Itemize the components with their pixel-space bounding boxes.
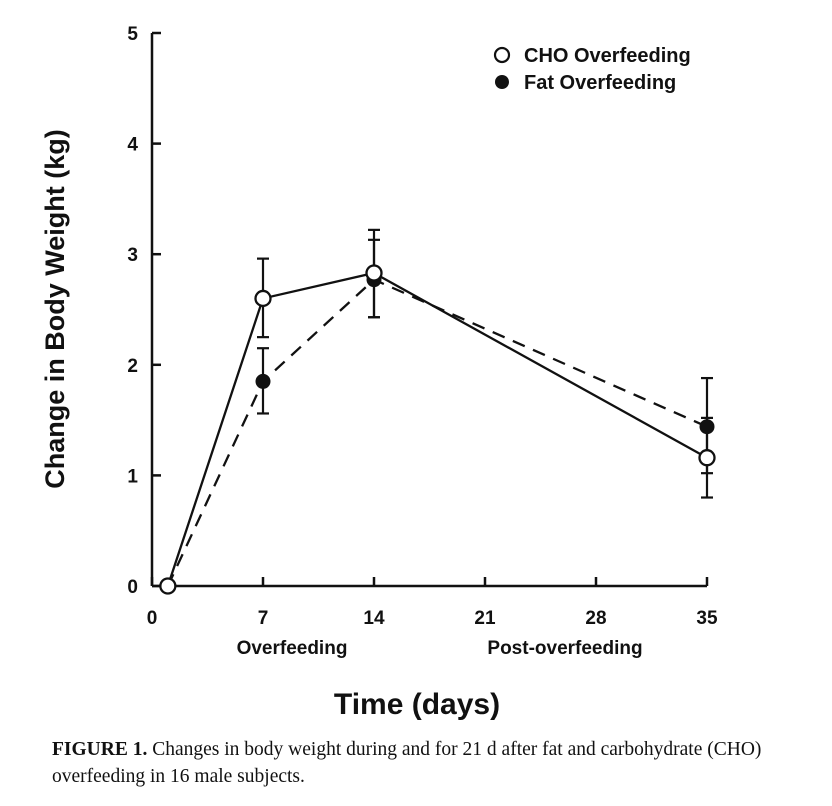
x-tick-label: 35 <box>696 608 718 629</box>
point-fat-overfeeding <box>255 373 271 389</box>
x-axis-title: Time (days) <box>334 688 500 721</box>
series-line-cho-overfeeding <box>166 271 708 587</box>
phase-label-post-overfeeding: Post-overfeeding <box>487 638 642 659</box>
figure-caption: FIGURE 1. Changes in body weight during … <box>52 736 792 790</box>
ticks: 0 1 2 3 4 5 0 7 14 21 28 35 <box>127 24 718 629</box>
point-cho-overfeeding <box>254 289 272 308</box>
caption-text: Changes in body weight during and for 21… <box>52 739 762 787</box>
point-cho-overfeeding <box>698 449 716 467</box>
y-tick-label: 5 <box>127 24 138 45</box>
line-chart: 0 1 2 3 4 5 0 7 14 21 28 35 Change in Body Weight (… <box>40 24 718 721</box>
legend-marker-cho <box>493 46 511 64</box>
series-line-fat-overfeeding <box>166 278 708 587</box>
legend-label-cho: CHO Overfeeding <box>524 45 691 67</box>
y-axis-title: Change in Body Weight (kg) <box>40 129 70 489</box>
y-tick-label: 0 <box>127 577 138 598</box>
legend-marker-fat <box>495 75 509 89</box>
y-tick-label: 1 <box>127 466 138 487</box>
point-fat-overfeeding <box>699 419 715 435</box>
y-tick-label: 3 <box>127 245 138 266</box>
point-cho-overfeeding <box>365 264 383 282</box>
phase-label-overfeeding: Overfeeding <box>237 638 348 659</box>
legend-label-fat: Fat Overfeeding <box>524 72 676 94</box>
x-tick-label: 7 <box>258 608 269 629</box>
x-tick-label: 28 <box>585 608 606 629</box>
series-layer <box>159 228 716 595</box>
x-tick-label: 14 <box>363 608 385 629</box>
x-tick-label: 21 <box>474 608 496 629</box>
x-tick-label: 0 <box>147 608 158 629</box>
point-cho-overfeeding <box>159 577 177 595</box>
legend: CHO Overfeeding Fat Overfeeding <box>493 45 691 94</box>
caption-label: FIGURE 1. <box>52 739 148 760</box>
y-tick-label: 4 <box>127 135 138 156</box>
y-tick-label: 2 <box>127 356 138 377</box>
axes <box>150 33 707 588</box>
